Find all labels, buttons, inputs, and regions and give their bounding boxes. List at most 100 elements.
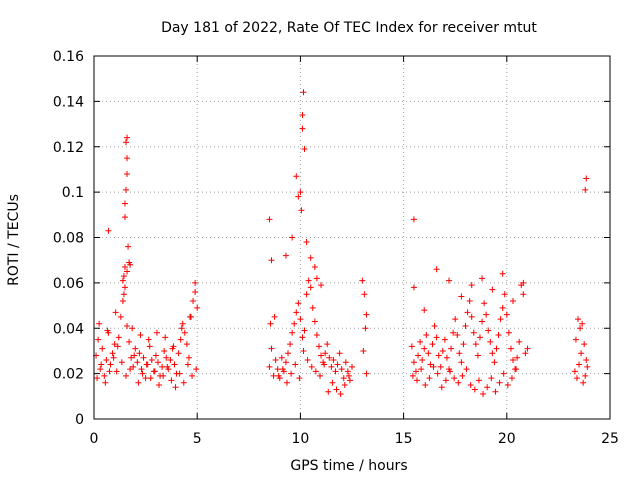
data-point — [321, 361, 328, 368]
data-point — [578, 350, 585, 357]
data-point — [330, 357, 337, 364]
data-point — [332, 368, 339, 375]
data-point — [516, 338, 523, 345]
data-point — [454, 332, 461, 339]
chart-title: Day 181 of 2022, Rate Of TEC Index for r… — [161, 20, 537, 36]
data-point — [309, 304, 316, 311]
data-point — [466, 298, 473, 305]
data-point — [120, 291, 127, 298]
data-point — [131, 352, 138, 359]
data-point — [520, 279, 527, 286]
data-point — [414, 377, 421, 384]
data-point — [433, 334, 440, 341]
data-point — [178, 325, 185, 332]
data-point — [161, 347, 168, 354]
x-tick-label: 25 — [601, 431, 619, 447]
data-point — [317, 372, 324, 379]
data-point — [493, 345, 500, 352]
data-point — [274, 366, 281, 373]
data-point — [419, 357, 426, 364]
data-point — [479, 318, 486, 325]
data-point — [496, 379, 503, 386]
data-point — [136, 350, 143, 357]
data-point — [418, 366, 425, 373]
data-point — [270, 372, 277, 379]
data-point — [571, 368, 578, 375]
data-point — [103, 357, 110, 364]
data-point — [122, 139, 129, 146]
data-point — [520, 291, 527, 298]
data-point — [474, 352, 481, 359]
data-point — [509, 357, 516, 364]
data-point — [312, 368, 319, 375]
data-point — [148, 357, 155, 364]
data-point — [154, 359, 161, 366]
data-point — [153, 329, 160, 336]
data-point — [180, 379, 187, 386]
data-point — [130, 363, 137, 370]
data-point — [460, 341, 467, 348]
data-point — [522, 350, 529, 357]
data-point — [295, 193, 302, 200]
data-point — [299, 125, 306, 132]
data-point — [189, 372, 196, 379]
data-point — [308, 363, 315, 370]
data-point — [304, 357, 311, 364]
data-point — [305, 277, 312, 284]
data-point — [572, 336, 579, 343]
data-point — [283, 379, 290, 386]
data-point — [324, 341, 331, 348]
data-point — [298, 207, 305, 214]
data-point — [296, 375, 303, 382]
x-tick-label: 5 — [193, 431, 202, 447]
y-tick-label: 0 — [75, 412, 84, 428]
data-point — [423, 332, 430, 339]
data-point — [164, 363, 171, 370]
data-point — [489, 286, 496, 293]
data-point — [442, 377, 449, 384]
data-point — [99, 345, 106, 352]
data-point — [468, 313, 475, 320]
data-point — [307, 284, 314, 291]
data-point — [179, 320, 186, 327]
data-point — [441, 336, 448, 343]
data-point — [192, 288, 199, 295]
data-point — [285, 350, 292, 357]
y-tick-label: 0.1 — [62, 185, 84, 201]
data-point — [484, 384, 491, 391]
data-point — [497, 316, 504, 323]
data-point — [580, 379, 587, 386]
data-point — [193, 366, 200, 373]
data-point — [346, 377, 353, 384]
data-point — [186, 313, 193, 320]
data-point — [349, 363, 355, 370]
data-point — [291, 320, 298, 327]
data-point — [140, 354, 147, 361]
data-point — [95, 336, 102, 343]
data-point — [292, 361, 299, 368]
data-point — [499, 304, 506, 311]
data-point — [459, 372, 466, 379]
data-point — [582, 372, 589, 379]
data-point — [127, 261, 134, 268]
y-tick-label: 0.16 — [53, 49, 84, 65]
data-point — [471, 386, 478, 393]
data-point — [94, 375, 101, 382]
data-point — [282, 359, 289, 366]
y-tick-label: 0.14 — [53, 94, 84, 110]
data-point — [447, 368, 454, 375]
data-point — [272, 357, 279, 364]
y-tick-label: 0.08 — [53, 231, 84, 247]
data-point — [156, 381, 163, 388]
data-point — [160, 372, 167, 379]
data-point — [279, 366, 286, 373]
data-point — [362, 325, 369, 332]
data-point — [132, 345, 139, 352]
data-point — [408, 343, 415, 350]
data-point — [151, 368, 158, 375]
data-point — [464, 309, 471, 316]
data-point — [337, 391, 344, 398]
data-point — [119, 277, 126, 284]
data-point — [476, 334, 483, 341]
